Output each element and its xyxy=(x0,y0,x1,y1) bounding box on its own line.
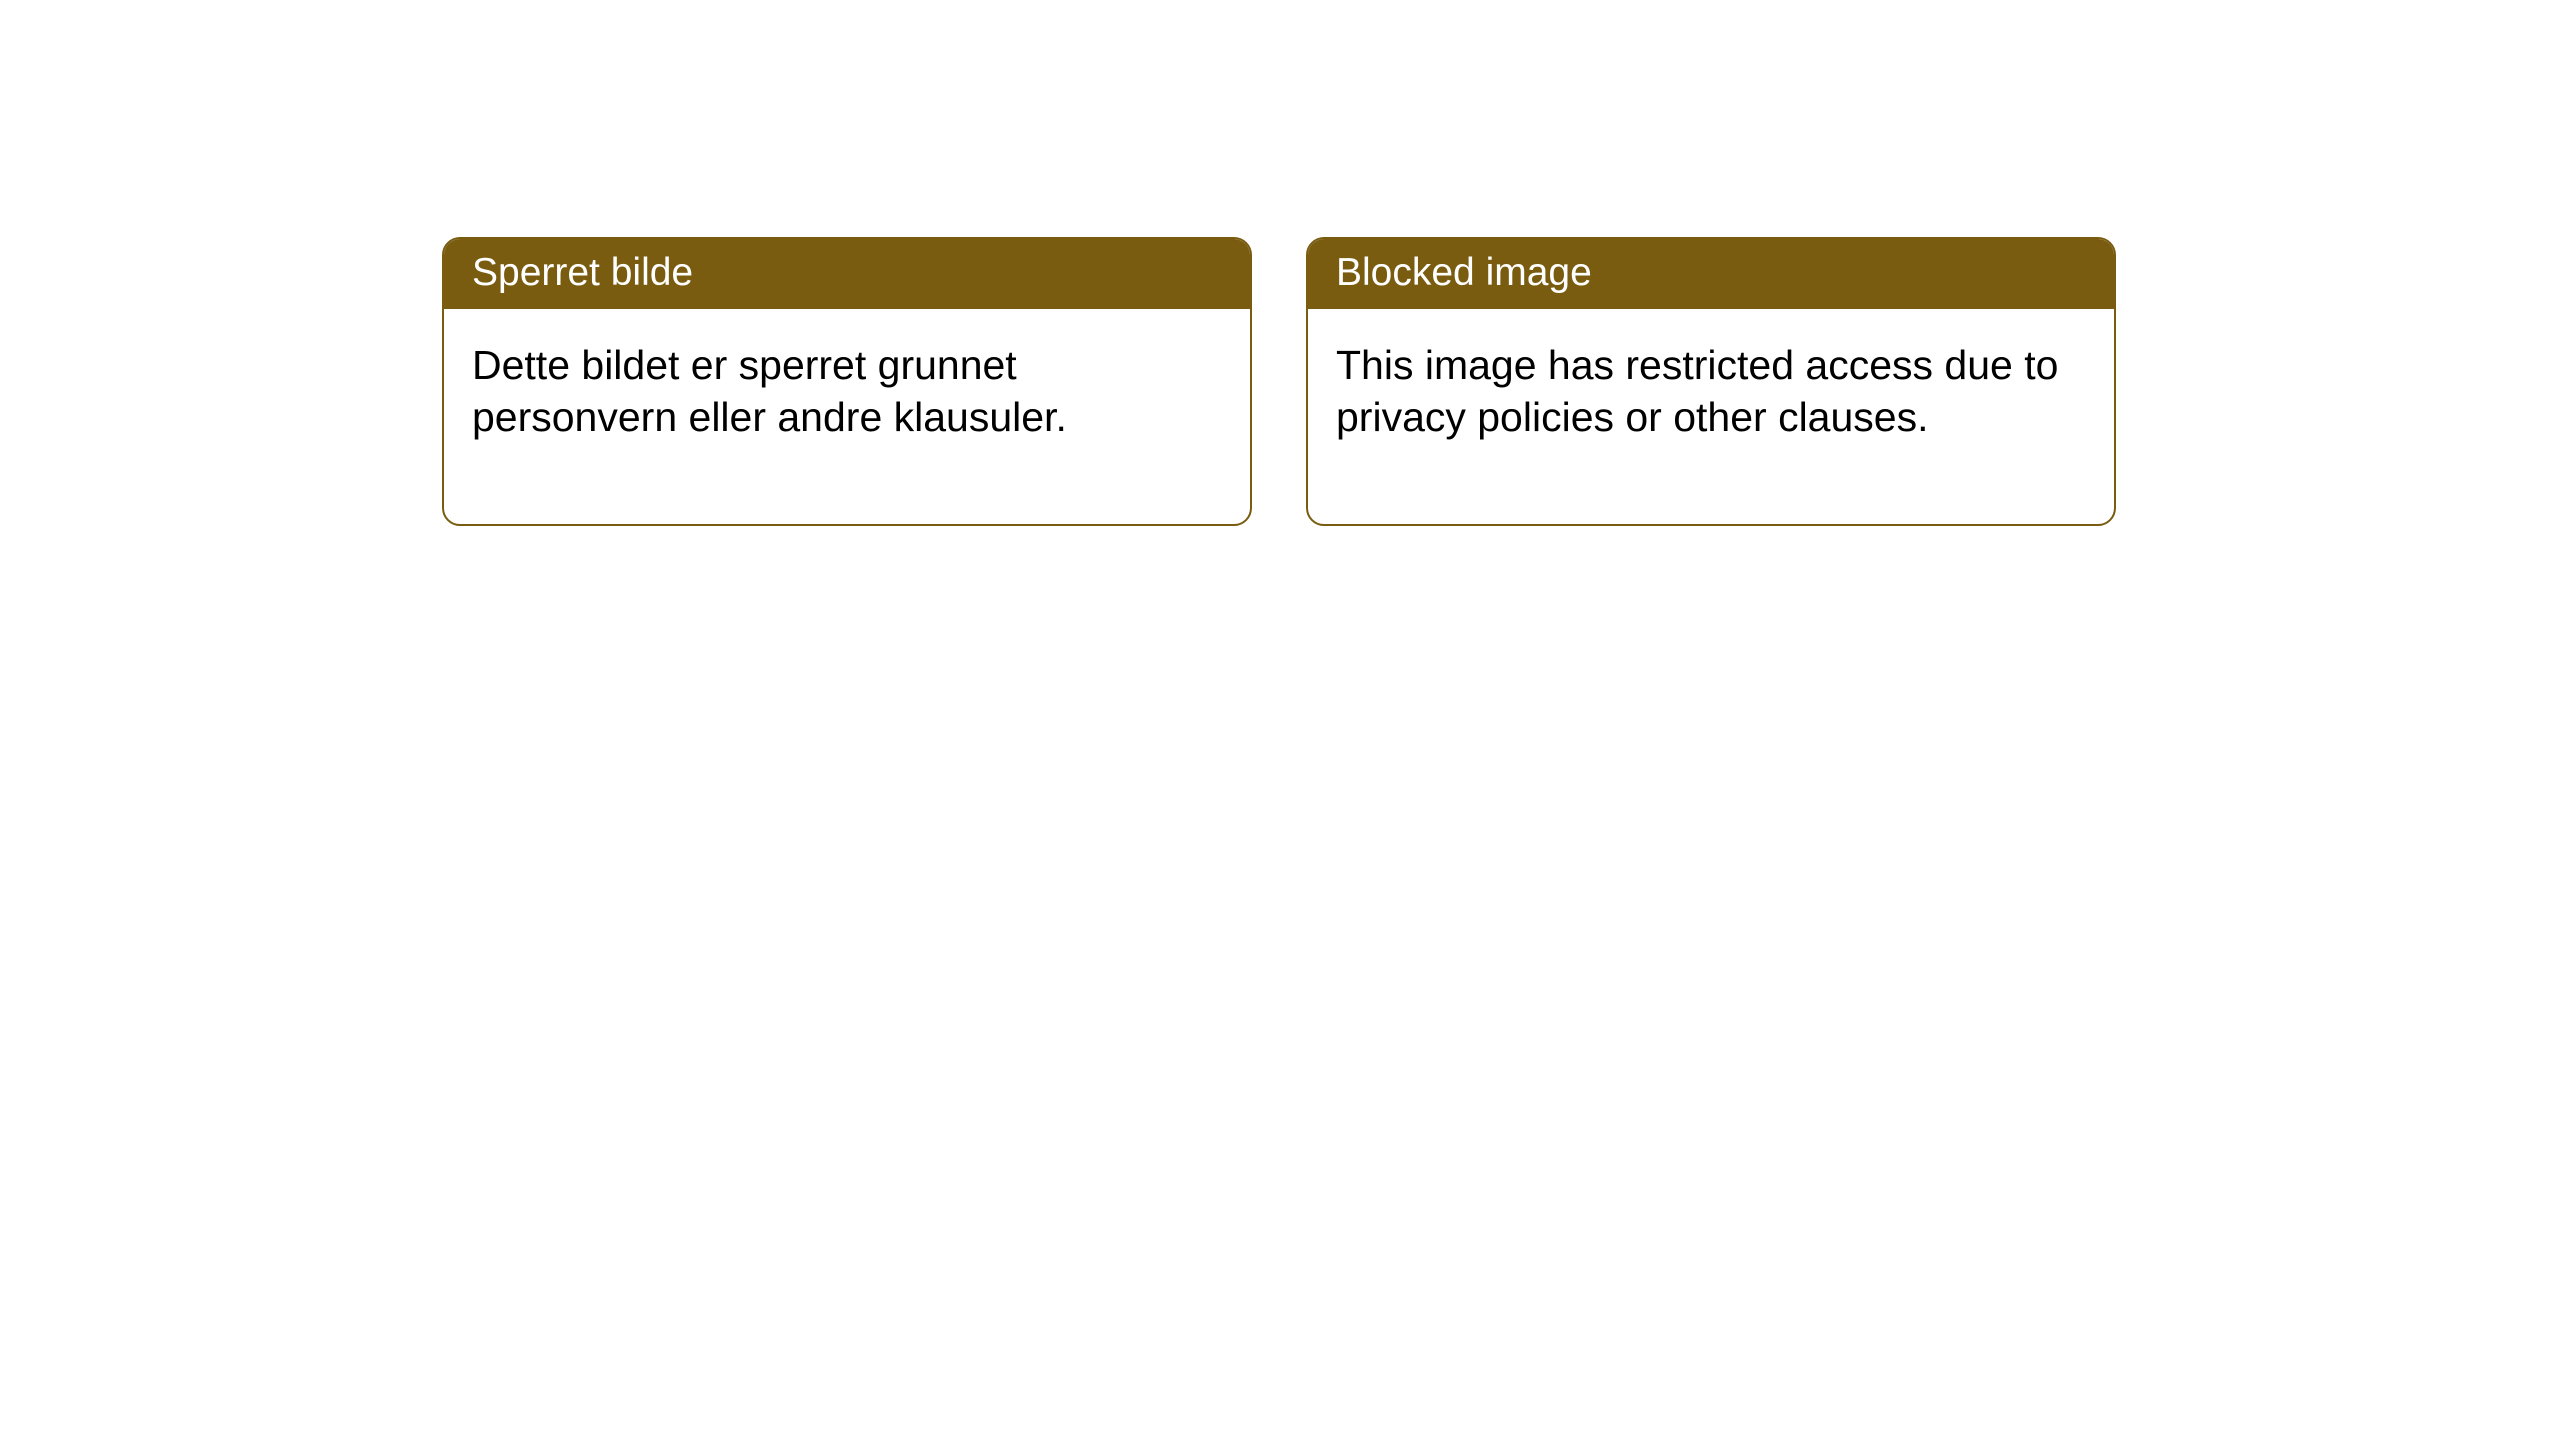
blocked-image-card-english: Blocked image This image has restricted … xyxy=(1306,237,2116,526)
card-body-text: This image has restricted access due to … xyxy=(1308,309,2114,524)
blocked-image-card-norwegian: Sperret bilde Dette bildet er sperret gr… xyxy=(442,237,1252,526)
card-title: Sperret bilde xyxy=(444,239,1250,309)
cards-container: Sperret bilde Dette bildet er sperret gr… xyxy=(0,0,2560,526)
card-title: Blocked image xyxy=(1308,239,2114,309)
card-body-text: Dette bildet er sperret grunnet personve… xyxy=(444,309,1250,524)
